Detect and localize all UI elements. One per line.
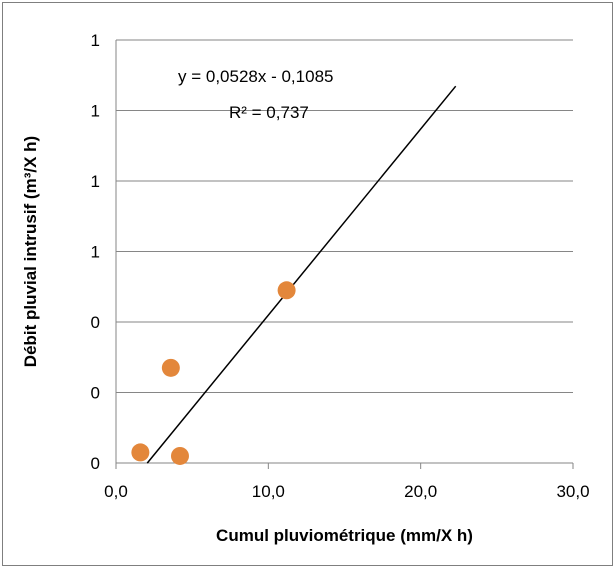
y-tick-label-4: 1 xyxy=(91,172,100,191)
x-tick-label-3: 30,0 xyxy=(556,482,589,501)
data-point-3 xyxy=(277,281,296,300)
x-tick-label-1: 10,0 xyxy=(252,482,285,501)
x-tick-label-2: 20,0 xyxy=(404,482,437,501)
y-tick-label-3: 1 xyxy=(91,243,100,262)
data-points xyxy=(131,281,296,465)
y-tick-label-0: 0 xyxy=(91,454,100,473)
y-tick-label-1: 0 xyxy=(91,384,100,403)
trendline-equation: y = 0,0528x - 0,1085 xyxy=(178,67,333,86)
x-axis-title: Cumul pluviométrique (mm/X h) xyxy=(216,526,473,545)
x-tick-label-0: 0,0 xyxy=(104,482,128,501)
trendline-r-squared: R² = 0,737 xyxy=(229,103,309,122)
data-point-1 xyxy=(161,358,180,377)
y-tick-label-5: 1 xyxy=(91,102,100,121)
y-tick-label-6: 1 xyxy=(91,31,100,50)
data-point-0 xyxy=(131,443,150,462)
trendline xyxy=(146,85,457,464)
axes xyxy=(115,40,574,469)
trendline-group xyxy=(146,85,457,464)
data-point-2 xyxy=(170,446,189,465)
y-axis-title: Débit pluvial intrusif (m³/X h) xyxy=(21,136,40,367)
gridlines xyxy=(116,39,573,393)
y-tick-label-2: 0 xyxy=(91,313,100,332)
